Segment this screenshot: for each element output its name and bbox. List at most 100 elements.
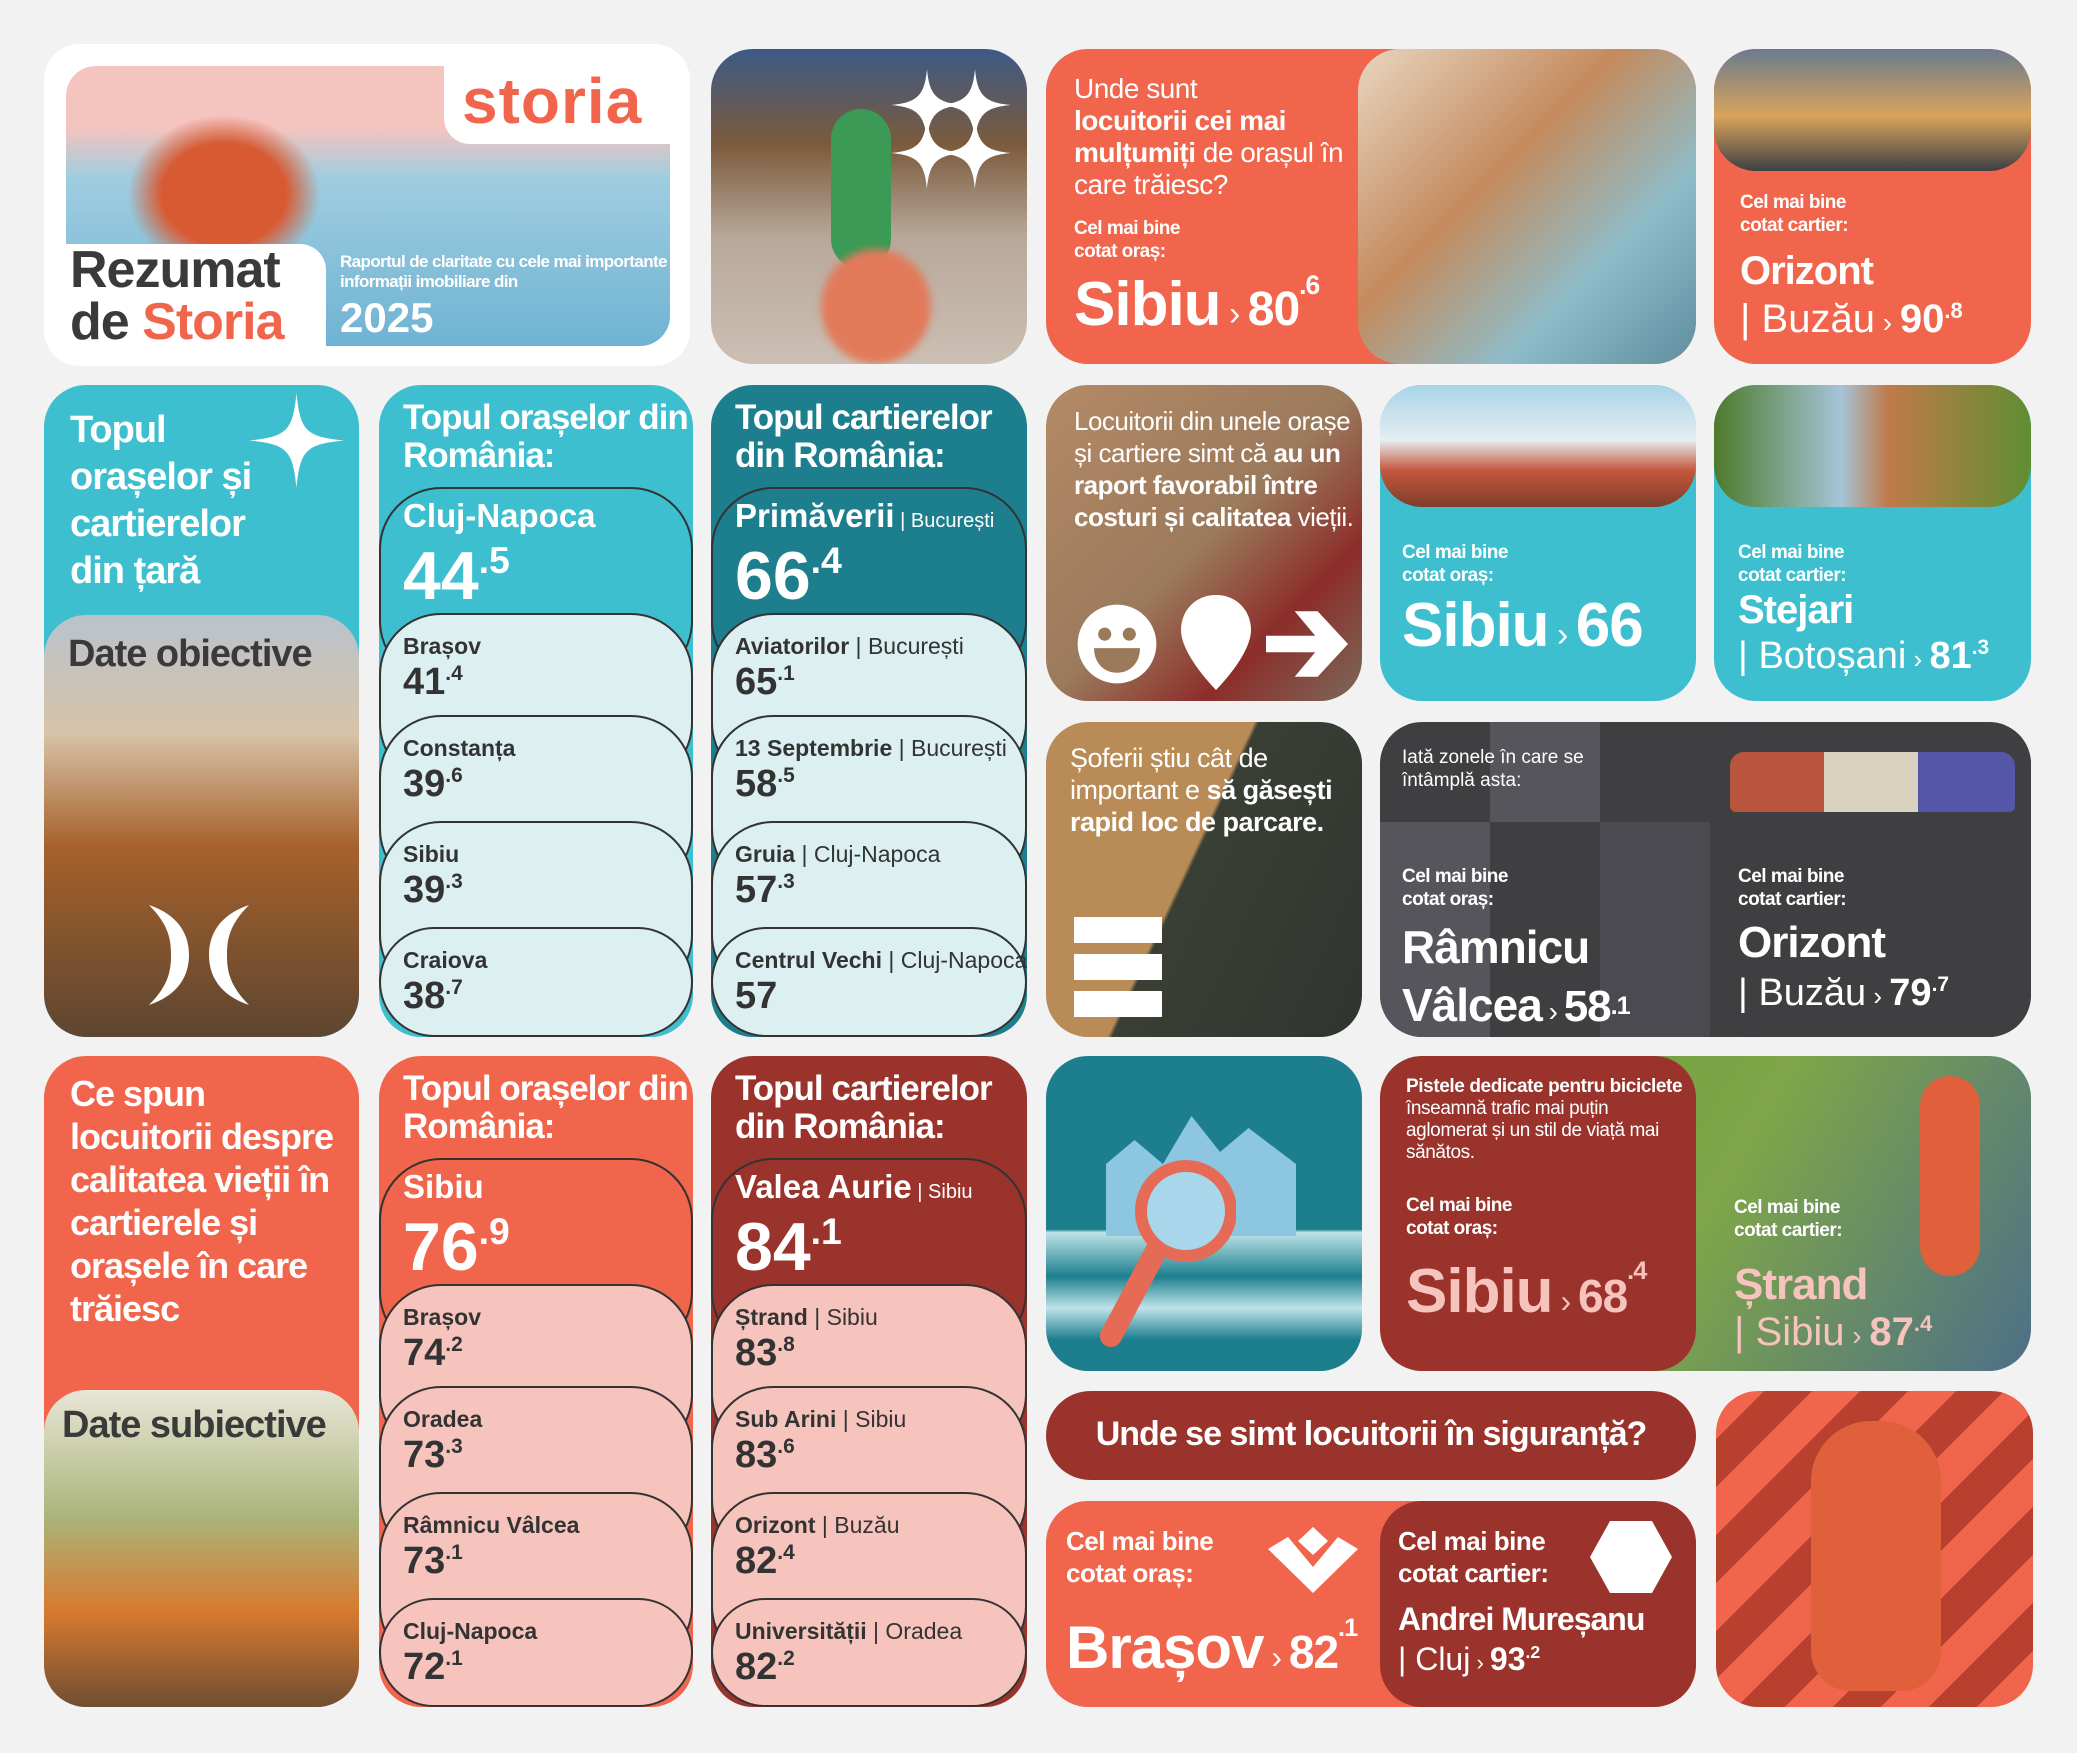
- sparkle-icon: [891, 69, 1011, 189]
- cost-quality-card: Locuitorii din unele orașe și cartiere s…: [1046, 385, 1362, 701]
- list-item: Craiova 38.7: [379, 927, 693, 1037]
- item-name: Craiova: [403, 947, 488, 973]
- item-name: Râmnicu Vâlcea: [403, 1512, 580, 1538]
- subjective-card: Ce spun locuitorii despre calitatea vieț…: [44, 1056, 359, 1707]
- arrow-right-icon: [1266, 611, 1348, 677]
- item-score: 82.2: [735, 1646, 795, 1688]
- storia-logo: storia: [462, 65, 643, 137]
- item-score: 39.3: [403, 869, 463, 911]
- header-subtitle: Raportul de claritate cu cele mai import…: [340, 252, 668, 291]
- page-title: Rezumat de Storia: [70, 241, 285, 351]
- item-city: Sibiu: [826, 1304, 878, 1330]
- dog-mascot: [1811, 1421, 1941, 1691]
- shield-check-icon: [1268, 1527, 1358, 1593]
- item-score: 73.3: [403, 1434, 463, 1476]
- magnifier-illustration: [1046, 1056, 1362, 1371]
- item-score: 72.1: [403, 1646, 463, 1688]
- item-name: Valea Aurie: [735, 1168, 912, 1205]
- dog-bike-photo: [1920, 1076, 1980, 1276]
- objective-card: Topul orașelor și cartierelor din țară D…: [44, 385, 359, 1037]
- item-city: Cluj-Napoca: [813, 841, 941, 867]
- dog-illustration: [114, 104, 334, 254]
- happy-city-score: Sibiu › 80.6: [1074, 270, 1320, 339]
- list-title: Topul cartierelor din România:: [735, 398, 993, 475]
- cars-illustration: [1730, 752, 2015, 812]
- item-score: 41.4: [403, 661, 463, 703]
- item-name: Cluj-Napoca: [403, 1618, 538, 1644]
- top-cities-subjective: Topul orașelor din România: Sibiu 76.9 Braș…: [379, 1056, 693, 1707]
- item-score: 84.1: [735, 1209, 842, 1285]
- item-city: București: [910, 510, 995, 532]
- smiley-icon: [1077, 604, 1157, 684]
- item-name: Centrul Vechi: [735, 947, 882, 973]
- couple-photo: [1358, 49, 1696, 364]
- safety-card: Cel mai bine cotat oraș: Brașov › 82.1 C…: [1046, 1501, 1696, 1707]
- item-city: Buzău: [834, 1512, 900, 1538]
- top-districts-objective: Topul cartierelor din România: Primăverii…: [711, 385, 1027, 1037]
- happy-city-card: Unde sunt locuitorii cei mai mulțumiți de…: [1046, 49, 1696, 364]
- storia-mark-icon: [149, 905, 249, 1005]
- top-districts-subjective: Topul cartierelor din România: Valea Auri…: [711, 1056, 1027, 1707]
- item-city: Sibiu: [855, 1406, 907, 1432]
- item-name: Gruia: [735, 841, 796, 867]
- item-name: Brașov: [403, 633, 481, 659]
- item-name: Aviatorilor: [735, 633, 850, 659]
- item-score: 44.5: [403, 538, 510, 614]
- item-name: Constanța: [403, 735, 516, 761]
- list-item: Cluj-Napoca 72.1: [379, 1598, 693, 1707]
- item-score: 39.6: [403, 763, 463, 805]
- parking-zones-card: Iată zonele în care se întâmplă asta: Ce…: [1380, 722, 2031, 1037]
- item-name: Brașov: [403, 1304, 481, 1330]
- square-photo: [1714, 49, 2031, 171]
- safety-district-score: | Cluj › 93.2: [1398, 1641, 1541, 1677]
- item-score: 83.6: [735, 1434, 795, 1476]
- item-score: 57.3: [735, 869, 795, 911]
- item-score: 57: [735, 975, 778, 1017]
- animation-photo: [711, 49, 1027, 364]
- item-score: 74.2: [403, 1332, 463, 1374]
- item-score: 82.4: [735, 1540, 795, 1582]
- item-score: 73.1: [403, 1540, 463, 1582]
- item-score: 66.4: [735, 538, 842, 614]
- top-cities-objective: Topul orașelor din România: Cluj-Napoca 44…: [379, 385, 693, 1037]
- location-pin-icon: [1181, 595, 1251, 690]
- item-name: Sibiu: [403, 841, 460, 867]
- item-city: București: [867, 633, 964, 659]
- item-score: 38.7: [403, 975, 463, 1017]
- list-title: Topul orașelor din România:: [403, 1069, 689, 1146]
- menu-bars-icon: [1074, 917, 1162, 1017]
- item-score: 58.5: [735, 763, 795, 805]
- happy-district-score: | Buzău › 90.8: [1740, 297, 1963, 341]
- bike-city-score: Sibiu › 68.4: [1406, 1257, 1647, 1326]
- list-title: Topul cartierelor din România:: [735, 1069, 993, 1146]
- arch-photo: Date obiective: [44, 615, 359, 1037]
- item-score: 83.8: [735, 1332, 795, 1374]
- header-year: 2025: [340, 294, 434, 341]
- list-item: Universității | Oradea 82.2: [711, 1598, 1027, 1707]
- woman-photo: Date subiective: [44, 1390, 359, 1707]
- item-name: Cluj-Napoca: [403, 497, 596, 534]
- bike-district-score: | Sibiu › 87.4: [1734, 1310, 1933, 1354]
- item-score: 65.1: [735, 661, 795, 703]
- item-city: București: [911, 735, 1007, 761]
- list-title: Topul orașelor din România:: [403, 398, 689, 475]
- sibiu-photo: [1380, 385, 1696, 507]
- stejari-photo: [1714, 385, 2031, 507]
- item-city: Oradea: [885, 1618, 963, 1644]
- item-city: Sibiu: [928, 1181, 973, 1203]
- header-card: storia Rezumat de Storia Raportul de cla…: [44, 44, 690, 366]
- happy-question: Unde sunt locuitorii cei mai mulțumiți de…: [1074, 73, 1344, 200]
- magnifier-icon: [1100, 1160, 1236, 1347]
- item-name: Oradea: [403, 1406, 483, 1432]
- item-name: Primăverii: [735, 497, 895, 534]
- item-name: Orizont: [735, 1512, 816, 1538]
- parking-card: Șoferii știu cât de important e să găseș…: [1046, 722, 1362, 1037]
- parking-city-score: Râmnicu Vâlcea › 58.1: [1402, 921, 1631, 1031]
- safety-banner: Unde se simt locuitorii în siguranță?: [1046, 1391, 1696, 1480]
- parking-district-score: | Buzău › 79.7: [1738, 972, 1950, 1014]
- cost-city-score: Sibiu › 66: [1402, 591, 1644, 660]
- item-name: Sibiu: [403, 1168, 484, 1205]
- cost-district-card: Cel mai bine cotat cartier: Stejari | Bo…: [1714, 385, 2031, 701]
- item-name: Universității: [735, 1618, 867, 1644]
- bike-card: Pistele dedicate pentru biciclete înseam…: [1380, 1056, 2031, 1371]
